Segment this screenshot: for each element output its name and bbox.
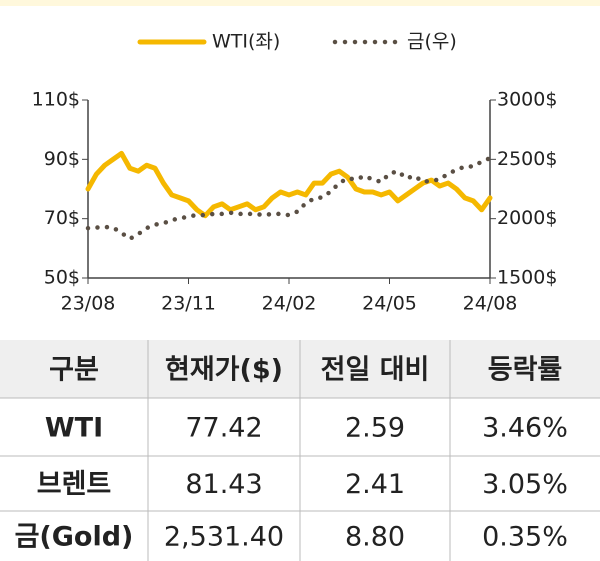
table-cell: 브렌트 <box>37 469 112 500</box>
y-tick-label: 50$ <box>44 267 80 289</box>
table-cell: WTI <box>45 413 103 444</box>
y-tick-label: 110$ <box>32 89 80 111</box>
table-header-cell: 전일 대비 <box>321 355 430 386</box>
x-tick-label: 23/11 <box>161 293 216 315</box>
table-cell: 3.05% <box>482 469 568 500</box>
table-header-cell: 구분 <box>49 355 99 386</box>
y-tick-label: 90$ <box>44 148 80 170</box>
table-header-cell: 등락률 <box>488 355 563 386</box>
top-strip <box>0 0 600 6</box>
table-cell: 2.41 <box>345 469 405 500</box>
x-tick-label: 24/05 <box>362 293 417 315</box>
table-cell: 2,531.40 <box>164 522 284 553</box>
table-cell: 금(Gold) <box>15 522 134 553</box>
legend-label: WTI(좌) <box>212 31 280 53</box>
y2-tick-label: 1500$ <box>497 267 557 289</box>
table-cell: 0.35% <box>482 522 568 553</box>
y2-tick-label: 3000$ <box>497 89 557 111</box>
table-header-cell: 현재가($) <box>165 355 283 386</box>
legend-label: 금(우) <box>407 31 457 53</box>
y2-tick-label: 2500$ <box>497 148 557 170</box>
table-cell: 81.43 <box>185 469 262 500</box>
series-line <box>85 155 493 242</box>
table-cell: 3.46% <box>482 413 568 444</box>
x-tick-label: 23/08 <box>61 293 116 315</box>
table-cell: 77.42 <box>185 413 262 444</box>
table-cell: 8.80 <box>345 522 405 553</box>
x-tick-label: 24/08 <box>463 293 518 315</box>
y-tick-label: 70$ <box>44 207 80 229</box>
y2-tick-label: 2000$ <box>497 207 557 229</box>
x-tick-label: 24/02 <box>262 293 317 315</box>
series-line <box>85 150 493 219</box>
table-cell: 2.59 <box>345 413 405 444</box>
